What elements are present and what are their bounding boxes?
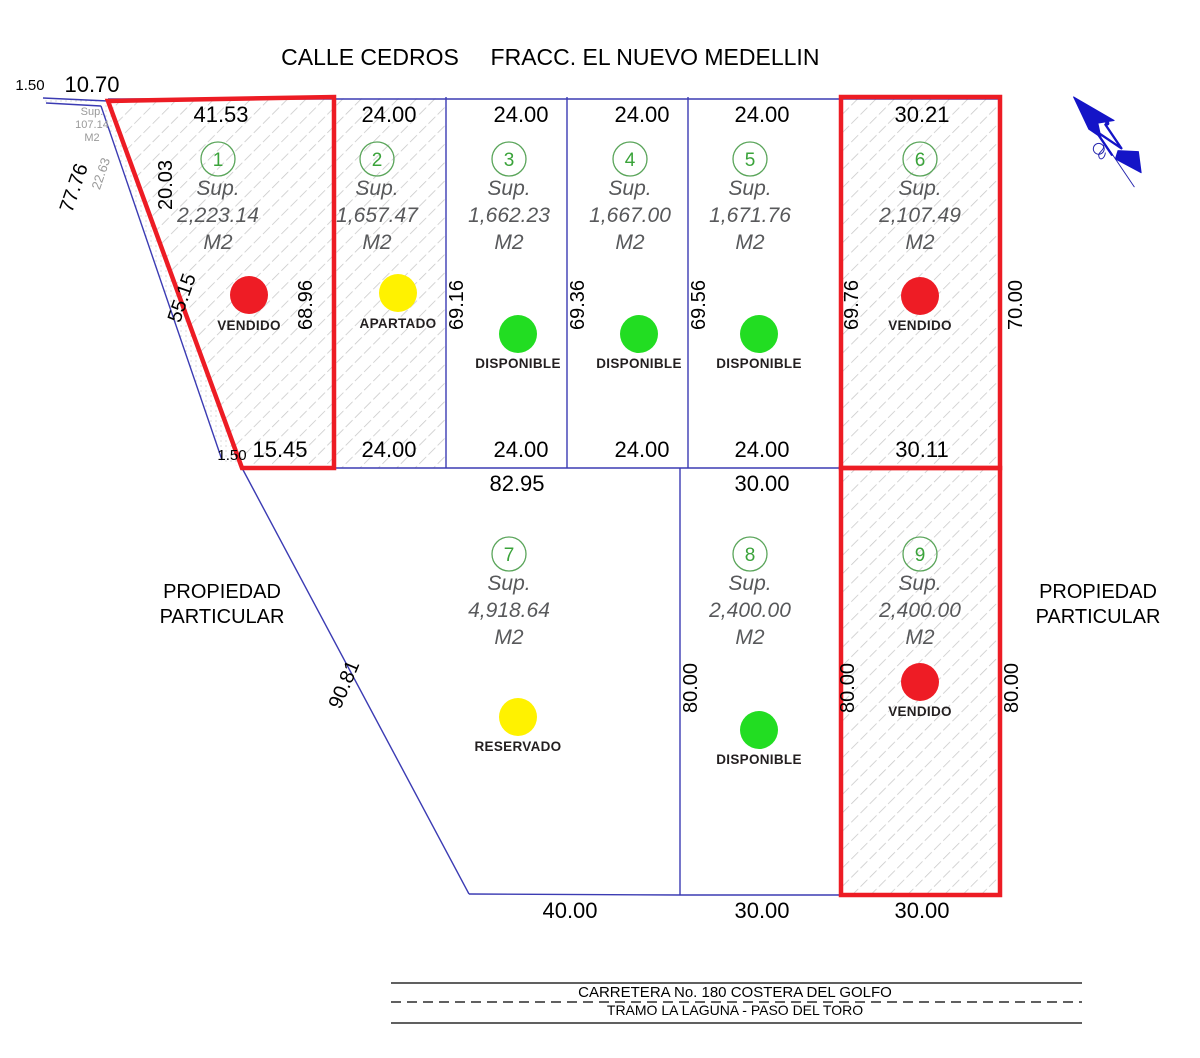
svg-text:PROPIEDAD: PROPIEDAD bbox=[1039, 581, 1157, 603]
svg-text:24.00: 24.00 bbox=[493, 437, 548, 462]
svg-text:1: 1 bbox=[213, 150, 224, 171]
svg-text:77.76: 77.76 bbox=[56, 161, 93, 215]
svg-text:Sup.: Sup. bbox=[355, 177, 398, 200]
svg-text:41.53: 41.53 bbox=[193, 102, 248, 127]
svg-text:M2: M2 bbox=[905, 626, 934, 649]
svg-text:24.00: 24.00 bbox=[614, 437, 669, 462]
svg-text:80.00: 80.00 bbox=[1001, 663, 1023, 713]
svg-text:2: 2 bbox=[372, 150, 383, 171]
svg-text:Sup.: Sup. bbox=[196, 177, 239, 200]
svg-text:22.63: 22.63 bbox=[88, 156, 113, 192]
svg-text:RESERVADO: RESERVADO bbox=[475, 739, 562, 754]
svg-text:8: 8 bbox=[745, 545, 756, 566]
svg-text:2,223.14: 2,223.14 bbox=[176, 204, 259, 227]
svg-text:VENDIDO: VENDIDO bbox=[888, 318, 952, 333]
svg-text:2,400.00: 2,400.00 bbox=[878, 599, 961, 622]
svg-text:90.81: 90.81 bbox=[325, 657, 365, 712]
svg-text:24.00: 24.00 bbox=[734, 102, 789, 127]
svg-text:5: 5 bbox=[745, 150, 756, 171]
svg-text:3: 3 bbox=[504, 150, 515, 171]
svg-text:PROPIEDAD: PROPIEDAD bbox=[163, 581, 281, 603]
svg-text:20.03: 20.03 bbox=[155, 160, 177, 210]
svg-text:80.00: 80.00 bbox=[837, 663, 859, 713]
svg-text:1,662.23: 1,662.23 bbox=[468, 204, 550, 227]
svg-text:DISPONIBLE: DISPONIBLE bbox=[716, 752, 802, 767]
svg-text:VENDIDO: VENDIDO bbox=[217, 318, 281, 333]
svg-text:68.96: 68.96 bbox=[295, 280, 317, 330]
svg-text:70.00: 70.00 bbox=[1005, 280, 1027, 330]
svg-text:Sup.: Sup. bbox=[487, 177, 530, 200]
svg-text:M2: M2 bbox=[84, 132, 99, 144]
svg-text:15.45: 15.45 bbox=[252, 437, 307, 462]
svg-text:M2: M2 bbox=[362, 231, 391, 254]
svg-text:24.00: 24.00 bbox=[493, 102, 548, 127]
svg-text:30.11: 30.11 bbox=[895, 437, 948, 462]
svg-text:1,657.47: 1,657.47 bbox=[336, 204, 419, 227]
svg-text:30.00: 30.00 bbox=[894, 898, 949, 923]
svg-text:DISPONIBLE: DISPONIBLE bbox=[475, 356, 561, 371]
svg-text:4,918.64: 4,918.64 bbox=[468, 599, 550, 622]
svg-text:M2: M2 bbox=[494, 626, 523, 649]
svg-text:6: 6 bbox=[915, 150, 926, 171]
svg-text:82.95: 82.95 bbox=[489, 471, 544, 496]
svg-text:24.00: 24.00 bbox=[734, 437, 789, 462]
svg-text:40.00: 40.00 bbox=[542, 898, 597, 923]
svg-text:1.50: 1.50 bbox=[217, 447, 246, 464]
svg-text:24.00: 24.00 bbox=[361, 437, 416, 462]
svg-text:VENDIDO: VENDIDO bbox=[888, 704, 952, 719]
svg-text:7: 7 bbox=[504, 545, 515, 566]
svg-text:24.00: 24.00 bbox=[614, 102, 669, 127]
svg-text:30.21: 30.21 bbox=[894, 102, 949, 127]
svg-text:TRAMO LA LAGUNA - PASO DEL TOR: TRAMO LA LAGUNA - PASO DEL TORO bbox=[607, 1002, 863, 1018]
svg-text:M2: M2 bbox=[905, 231, 934, 254]
svg-text:Sup.: Sup. bbox=[728, 177, 771, 200]
svg-text:Sup.: Sup. bbox=[487, 572, 530, 595]
svg-text:69.76: 69.76 bbox=[841, 280, 863, 330]
svg-text:2,400.00: 2,400.00 bbox=[708, 599, 791, 622]
svg-text:69.36: 69.36 bbox=[567, 280, 589, 330]
svg-text:2,107.49: 2,107.49 bbox=[878, 204, 961, 227]
svg-text:1,671.76: 1,671.76 bbox=[709, 204, 791, 227]
svg-text:9: 9 bbox=[915, 545, 926, 566]
svg-text:Sup.: Sup. bbox=[728, 572, 771, 595]
svg-text:69.56: 69.56 bbox=[688, 280, 710, 330]
svg-text:30.00: 30.00 bbox=[734, 898, 789, 923]
svg-text:1,667.00: 1,667.00 bbox=[589, 204, 671, 227]
svg-text:CARRETERA No. 180 COSTERA DEL: CARRETERA No. 180 COSTERA DEL GOLFO bbox=[578, 984, 892, 1001]
svg-text:M2: M2 bbox=[203, 231, 232, 254]
svg-text:M2: M2 bbox=[615, 231, 644, 254]
svg-text:107.14: 107.14 bbox=[75, 119, 109, 131]
svg-text:10.70: 10.70 bbox=[64, 72, 119, 97]
svg-text:Sup.: Sup. bbox=[608, 177, 651, 200]
svg-text:DISPONIBLE: DISPONIBLE bbox=[596, 356, 682, 371]
svg-text:APARTADO: APARTADO bbox=[360, 316, 437, 331]
svg-text:30.00: 30.00 bbox=[734, 471, 789, 496]
svg-text:FRACC. EL NUEVO MEDELLIN: FRACC. EL NUEVO MEDELLIN bbox=[491, 44, 820, 70]
svg-text:M2: M2 bbox=[735, 626, 764, 649]
svg-text:DISPONIBLE: DISPONIBLE bbox=[716, 356, 802, 371]
svg-text:80.00: 80.00 bbox=[680, 663, 702, 713]
svg-text:Sup.: Sup. bbox=[898, 572, 941, 595]
svg-text:CALLE CEDROS: CALLE CEDROS bbox=[281, 44, 459, 70]
svg-text:1.50: 1.50 bbox=[15, 77, 44, 94]
svg-text:69.16: 69.16 bbox=[446, 280, 468, 330]
svg-text:Sup.: Sup. bbox=[898, 177, 941, 200]
svg-text:24.00: 24.00 bbox=[361, 102, 416, 127]
svg-text:4: 4 bbox=[625, 150, 636, 171]
svg-text:Sup.: Sup. bbox=[81, 106, 104, 118]
svg-text:M2: M2 bbox=[494, 231, 523, 254]
svg-text:M2: M2 bbox=[735, 231, 764, 254]
svg-text:PARTICULAR: PARTICULAR bbox=[1036, 606, 1161, 628]
svg-text:PARTICULAR: PARTICULAR bbox=[160, 606, 285, 628]
